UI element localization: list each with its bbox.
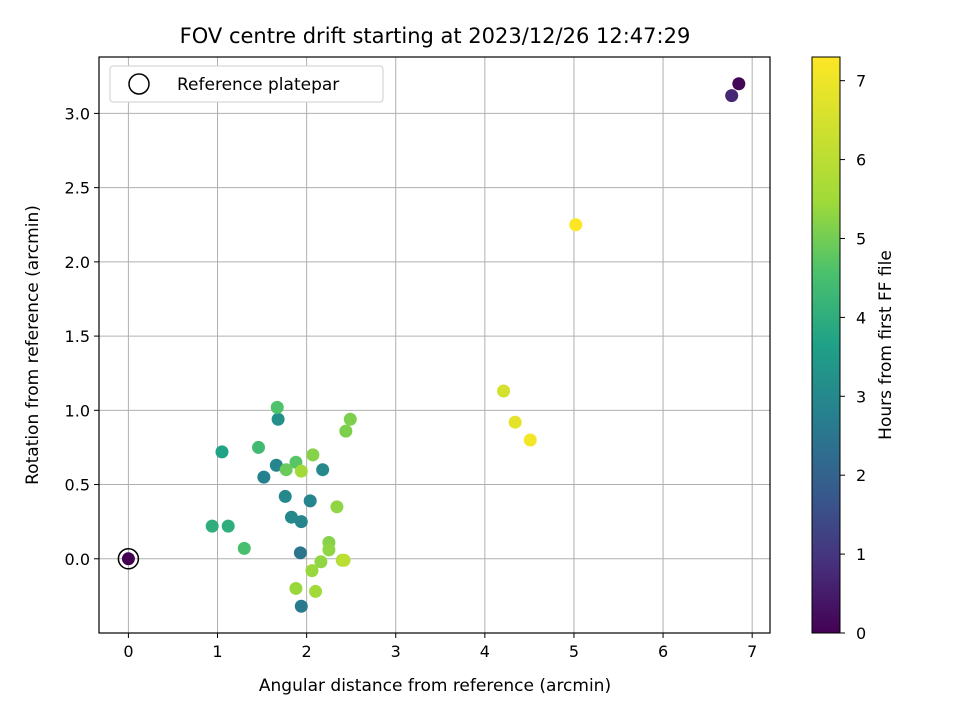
colorbar-tick-label: 1 [856,545,866,564]
y-axis-ticks: 0.0 0.5 1.0 1.5 2.0 2.5 3.0 [65,104,99,569]
data-point [306,448,320,462]
data-point [569,218,583,232]
data-point [293,546,307,560]
x-tick-label: 0 [123,642,133,661]
data-point [289,581,303,595]
data-point [271,412,285,426]
data-point [252,440,266,454]
data-point [294,599,308,613]
colorbar-gradient [811,56,841,634]
data-point [508,415,522,429]
x-axis-ticks: 0 1 2 3 4 5 6 7 [123,633,757,661]
data-point [330,500,344,514]
data-point [221,519,235,533]
reference-marker [117,548,140,570]
y-axis-label: Rotation from reference (arcmin) [23,205,43,485]
x-tick-label: 6 [658,642,668,661]
colorbar-tick-label: 5 [856,229,866,248]
x-tick-label: 1 [212,642,222,661]
x-axis-label: Angular distance from reference (arcmin) [259,676,611,696]
colorbar-ticks: 0 1 2 3 4 5 6 7 [840,72,866,643]
legend-marker [128,73,150,95]
data-point [337,553,351,567]
colorbar-tick-label: 6 [856,151,866,170]
data-point [725,89,739,103]
x-tick-label: 7 [747,642,757,661]
y-tick-label: 2.0 [65,253,90,272]
data-point [339,424,353,438]
x-tick-label: 4 [480,642,490,661]
data-point [497,384,511,398]
y-tick-label: 2.5 [65,179,90,198]
colorbar-tick-label: 0 [856,624,866,643]
data-point [322,543,336,557]
data-point [732,77,746,91]
chart-title: FOV centre drift starting at 2023/12/26 … [180,24,691,48]
data-point [314,555,328,569]
x-tick-label: 3 [391,642,401,661]
data-points [117,77,746,613]
data-point [257,470,271,484]
colorbar-tick-label: 3 [856,387,866,406]
x-tick-label: 5 [569,642,579,661]
legend-label: Reference platepar [177,75,339,95]
legend-box [109,65,384,103]
y-tick-label: 0.0 [65,550,90,569]
y-tick-label: 3.0 [65,104,90,123]
data-point [278,489,292,503]
data-point [343,412,357,426]
data-point [309,584,323,598]
data-point [284,510,298,524]
data-point [294,515,308,529]
x-tick-label: 2 [302,642,312,661]
y-tick-label: 0.5 [65,476,90,495]
data-point [215,445,229,459]
data-point [237,541,251,555]
colorbar-tick-label: 7 [856,72,866,91]
data-point [294,464,308,478]
data-point [305,564,319,578]
y-tick-label: 1.5 [65,327,90,346]
plot-frame [98,56,771,634]
colorbar-label: Hours from first FF file [876,250,896,440]
data-point [269,458,283,472]
colorbar: 0 1 2 3 4 5 6 7 Hours from first FF file [811,56,896,643]
y-tick-label: 1.0 [65,401,90,420]
legend: Reference platepar [109,65,384,103]
data-point [316,463,330,477]
grid [99,57,770,633]
colorbar-tick-label: 4 [856,308,866,327]
colorbar-tick-label: 2 [856,466,866,485]
data-point [523,433,537,447]
data-point [270,400,284,414]
data-point [205,519,219,533]
data-point [121,552,135,566]
data-point [303,494,317,508]
data-point [279,463,293,477]
